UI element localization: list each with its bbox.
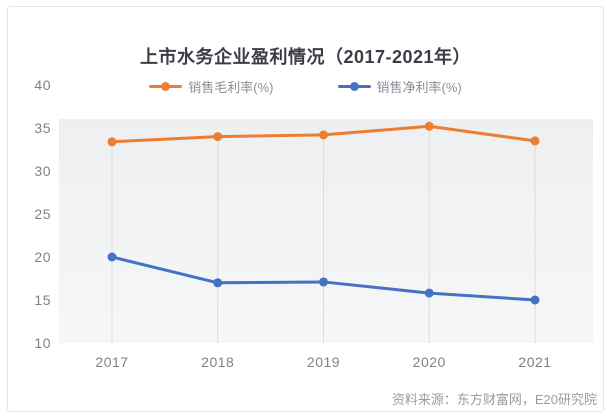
data-point bbox=[530, 136, 540, 146]
data-point bbox=[213, 278, 223, 288]
y-tick-label: 15 bbox=[34, 292, 51, 308]
y-tick-label: 40 bbox=[34, 77, 51, 93]
data-point bbox=[424, 288, 434, 298]
y-tick-label: 20 bbox=[34, 249, 51, 265]
legend-label: 销售净利率(%) bbox=[376, 80, 462, 95]
legend-item-1[interactable]: 销售净利率(%) bbox=[337, 77, 462, 96]
legend-line-dot-icon bbox=[337, 82, 371, 92]
data-point bbox=[424, 121, 434, 131]
data-point bbox=[107, 252, 117, 262]
y-tick-label: 35 bbox=[34, 120, 51, 136]
legend-item-0[interactable]: 销售毛利率(%) bbox=[149, 77, 274, 96]
x-tick-label: 2021 bbox=[518, 354, 552, 370]
data-point bbox=[107, 137, 117, 147]
data-point bbox=[319, 277, 328, 287]
data-point bbox=[213, 132, 223, 142]
y-tick-label: 10 bbox=[34, 335, 51, 351]
x-tick-label: 2017 bbox=[95, 354, 129, 370]
legend-label: 销售毛利率(%) bbox=[188, 80, 274, 95]
chart-title: 上市水务企业盈利情况（2017-2021年） bbox=[139, 47, 472, 67]
y-tick-label: 30 bbox=[34, 163, 51, 179]
y-tick-label: 25 bbox=[34, 206, 51, 222]
plot-area bbox=[59, 119, 593, 343]
x-tick-label: 2020 bbox=[412, 354, 446, 370]
data-point bbox=[530, 295, 540, 305]
x-tick-label: 2018 bbox=[201, 354, 235, 370]
data-point bbox=[319, 130, 328, 140]
legend-line-dot-icon bbox=[149, 82, 183, 92]
source-note: 资料来源：东方财富网，E20研究院 bbox=[391, 392, 597, 407]
x-tick-label: 2019 bbox=[306, 354, 341, 370]
legend: 销售毛利率(%) 销售净利率(%) bbox=[8, 77, 603, 96]
